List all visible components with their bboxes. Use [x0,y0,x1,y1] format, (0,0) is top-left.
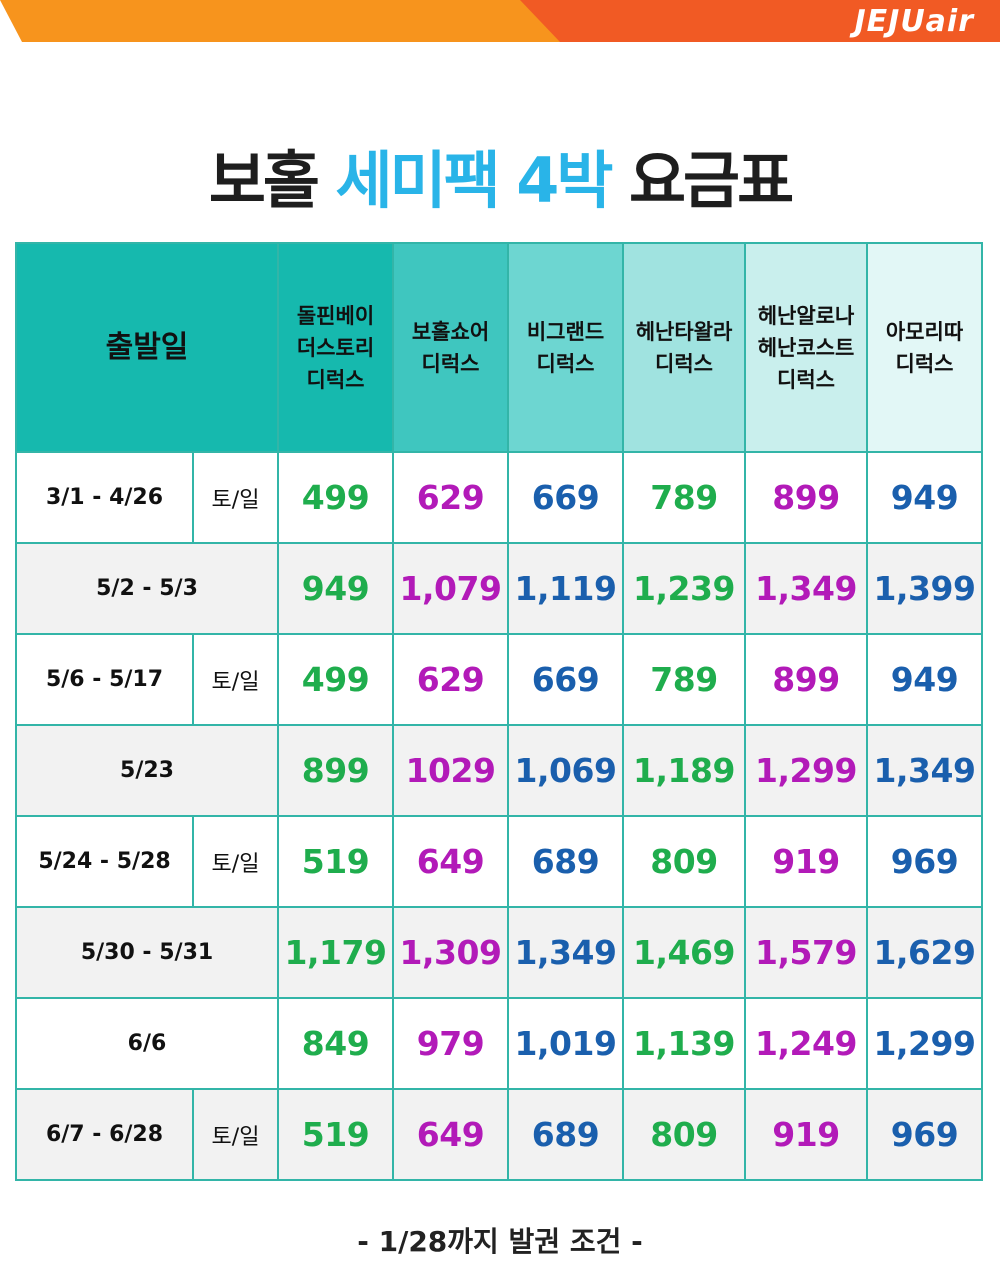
table-row: 5/6 - 5/17 토/일 499 629 669 789 899 949 [15,633,983,726]
date-cell: 5/30 - 5/31 [15,906,279,999]
hotel-name: 헤난타왈라 디럭스 [635,319,733,376]
price-cell: 1,249 [744,997,868,1090]
price-cell: 849 [277,997,394,1090]
price-cell: 1,019 [507,997,624,1090]
price-cell: 899 [744,633,868,726]
price-cell: 1,399 [866,542,983,635]
price-cell: 1,069 [507,724,624,817]
table-header-row: 출발일 돌핀베이 더스토리 디럭스 보홀쇼어 디럭스 비그랜드 디럭스 헤난타왈… [15,242,983,453]
price-cell: 949 [866,633,983,726]
hotel-header: 아모리따 디럭스 [866,242,983,453]
price-cell: 689 [507,1088,624,1181]
price-cell: 1,299 [744,724,868,817]
departure-date-header: 출발일 [15,242,279,453]
price-cell: 789 [622,633,746,726]
table-row: 5/2 - 5/3 949 1,079 1,119 1,239 1,349 1,… [15,542,983,635]
price-cell: 689 [507,815,624,908]
price-cell: 1,139 [622,997,746,1090]
price-cell: 499 [277,451,394,544]
price-cell: 1,629 [866,906,983,999]
price-cell: 809 [622,1088,746,1181]
price-cell: 969 [866,1088,983,1181]
table-row: 3/1 - 4/26 토/일 499 629 669 789 899 949 [15,451,983,544]
price-cell: 669 [507,451,624,544]
price-cell: 649 [392,815,509,908]
hotel-header: 헤난알로나 헤난코스트 디럭스 [744,242,868,453]
day-cell: 토/일 [192,451,279,544]
table-row: 5/30 - 5/31 1,179 1,309 1,349 1,469 1,57… [15,906,983,999]
hotel-header: 헤난타왈라 디럭스 [622,242,746,453]
date-cell: 5/24 - 5/28 [15,815,194,908]
price-cell: 499 [277,633,394,726]
banner-stripes [0,0,1000,42]
table-row: 6/6 849 979 1,019 1,139 1,249 1,299 [15,997,983,1090]
hotel-header: 보홀쇼어 디럭스 [392,242,509,453]
date-cell: 6/6 [15,997,279,1090]
price-cell: 809 [622,815,746,908]
hotel-name: 헤난알로나 헤난코스트 디럭스 [757,303,855,392]
price-cell: 949 [866,451,983,544]
price-cell: 949 [277,542,394,635]
day-cell: 토/일 [192,815,279,908]
price-cell: 519 [277,1088,394,1181]
price-cell: 1,119 [507,542,624,635]
date-cell: 5/2 - 5/3 [15,542,279,635]
table-row: 5/24 - 5/28 토/일 519 649 689 809 919 969 [15,815,983,908]
price-cell: 979 [392,997,509,1090]
title-accent: 세미팩 4박 [335,144,614,217]
price-cell: 629 [392,633,509,726]
date-cell: 6/7 - 6/28 [15,1088,194,1181]
price-cell: 1,189 [622,724,746,817]
price-cell: 1,349 [866,724,983,817]
hotel-name: 아모리따 디럭스 [885,319,964,376]
price-cell: 519 [277,815,394,908]
price-cell: 1,179 [277,906,394,999]
hotel-header: 돌핀베이 더스토리 디럭스 [277,242,394,453]
price-cell: 789 [622,451,746,544]
price-cell: 919 [744,1088,868,1181]
hotel-header: 비그랜드 디럭스 [507,242,624,453]
price-cell: 1,079 [392,542,509,635]
day-cell: 토/일 [192,633,279,726]
price-cell: 1,239 [622,542,746,635]
price-cell: 629 [392,451,509,544]
price-cell: 969 [866,815,983,908]
date-cell: 5/23 [15,724,279,817]
title-part-2: 요금표 [629,144,794,217]
price-cell: 1,469 [622,906,746,999]
price-cell: 649 [392,1088,509,1181]
day-cell: 토/일 [192,1088,279,1181]
price-cell: 1,349 [507,906,624,999]
ticketing-condition-note: - 1/28까지 발권 조건 - [357,1225,643,1258]
top-banner: JEJUair [0,0,1000,42]
date-cell: 5/6 - 5/17 [15,633,194,726]
price-cell: 1,309 [392,906,509,999]
table-row: 5/23 899 1029 1,069 1,189 1,299 1,349 [15,724,983,817]
price-cell: 669 [507,633,624,726]
price-cell: 1,579 [744,906,868,999]
date-cell: 3/1 - 4/26 [15,451,194,544]
jejuair-logo: JEJUair [854,4,974,39]
price-cell: 1,349 [744,542,868,635]
hotel-name: 비그랜드 디럭스 [526,319,605,376]
table-row: 6/7 - 6/28 토/일 519 649 689 809 919 969 [15,1088,983,1181]
price-cell: 919 [744,815,868,908]
hotel-name: 돌핀베이 더스토리 디럭스 [296,303,375,392]
price-cell: 1,299 [866,997,983,1090]
price-cell: 899 [277,724,394,817]
hotel-name: 보홀쇼어 디럭스 [411,319,490,376]
price-cell: 1029 [392,724,509,817]
page-title: 보홀 세미팩 4박 요금표 [0,130,1000,220]
title-part-1: 보홀 [208,144,320,217]
price-cell: 899 [744,451,868,544]
fare-table: 출발일 돌핀베이 더스토리 디럭스 보홀쇼어 디럭스 비그랜드 디럭스 헤난타왈… [15,242,983,1181]
